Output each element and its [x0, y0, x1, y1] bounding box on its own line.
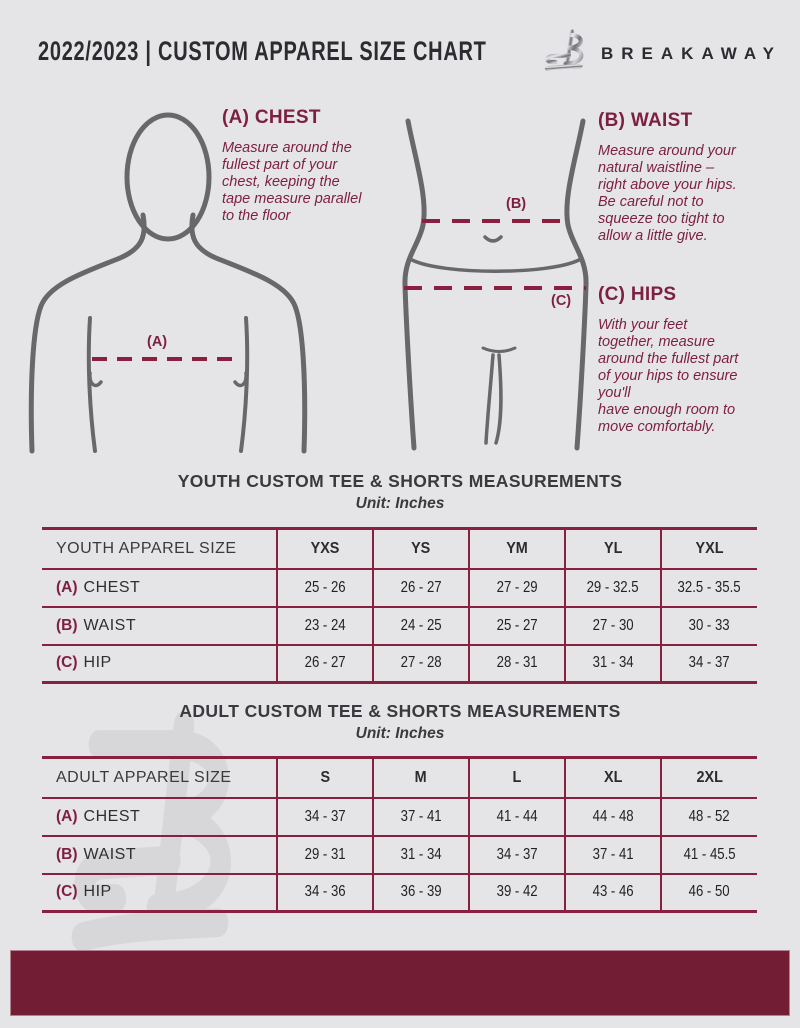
- hips-guide: (C) HIPS With your feet together, measur…: [598, 284, 798, 436]
- table-row-chest: (A) CHEST 34 - 37 37 - 41 41 - 44 44 - 48…: [42, 797, 757, 837]
- table-cell: 43 - 46: [564, 873, 661, 912]
- footer-bar: [10, 950, 790, 1016]
- breakaway-b-logo-icon: [544, 29, 584, 71]
- size-header-yl: YL: [564, 528, 661, 570]
- table-cell: 32.5 - 35.5: [660, 568, 757, 608]
- table-cell: 36 - 39: [372, 873, 469, 912]
- hips-marker-label: (C): [551, 293, 572, 309]
- size-header-l: L: [468, 757, 565, 799]
- waist-guide-body: Measure around your natural waistline – …: [598, 143, 737, 244]
- table-cell: 29 - 31: [276, 835, 373, 875]
- table-cell: 34 - 37: [276, 797, 373, 837]
- chest-guide: (A) CHEST Measure around the fullest par…: [222, 107, 412, 225]
- size-header-m: M: [372, 757, 469, 799]
- waist-guide-heading: (B) WAIST: [598, 110, 693, 131]
- hips-measure-line: [404, 286, 586, 290]
- table-cell: 25 - 26: [276, 568, 373, 608]
- youth-unit-label: Unit: Inches: [355, 495, 445, 512]
- adult-size-column-header: ADULT APPAREL SIZE: [42, 757, 277, 799]
- size-header-ym: YM: [468, 528, 565, 570]
- hips-guide-body: With your feet together, measure around …: [598, 317, 739, 435]
- size-header-xl: XL: [564, 757, 661, 799]
- table-cell: 28 - 31: [468, 644, 565, 683]
- table-cell: 27 - 28: [372, 644, 469, 683]
- page-title-text: 2022/2023 | CUSTOM APPAREL SIZE CHART: [38, 36, 487, 66]
- chest-guide-heading: (A) CHEST: [222, 107, 321, 128]
- chest-marker-label: (A): [147, 334, 168, 350]
- row-label: (A) CHEST: [42, 797, 277, 837]
- size-header-yxs: YXS: [276, 528, 373, 570]
- table-cell: 44 - 48: [564, 797, 661, 837]
- table-cell: 27 - 30: [564, 606, 661, 646]
- youth-header-row: YOUTH APPAREL SIZE YXS YS YM YL YXL: [42, 528, 757, 570]
- size-header-yxl: YXL: [660, 528, 757, 570]
- adult-table-title: ADULT CUSTOM TEE & SHORTS MEASUREMENTS: [179, 701, 621, 721]
- table-cell: 37 - 41: [564, 835, 661, 875]
- size-header-2xl: 2XL: [660, 757, 757, 799]
- youth-table-title: YOUTH CUSTOM TEE & SHORTS MEASUREMENTS: [177, 471, 623, 491]
- table-row-chest: (A) CHEST 25 - 26 26 - 27 27 - 29 29 - 32…: [42, 568, 757, 608]
- table-cell: 37 - 41: [372, 797, 469, 837]
- youth-size-column-header: YOUTH APPAREL SIZE: [42, 528, 277, 570]
- row-label: (B) WAIST: [42, 606, 277, 646]
- table-cell: 39 - 42: [468, 873, 565, 912]
- row-label: (B) WAIST: [42, 835, 277, 875]
- row-label: (C) HIP: [56, 654, 112, 672]
- size-header-s: S: [276, 757, 373, 799]
- table-cell: 48 - 52: [660, 797, 757, 837]
- table-row-waist: (B) WAIST 29 - 31 31 - 34 34 - 37 37 - 41…: [42, 835, 757, 875]
- table-cell: 26 - 27: [276, 644, 373, 683]
- waist-marker-label: (B): [506, 196, 527, 212]
- adult-unit-label: Unit: Inches: [355, 725, 445, 742]
- page-title: 2022/2023 | CUSTOM APPAREL SIZE CHART: [38, 36, 644, 67]
- table-cell: 31 - 34: [372, 835, 469, 875]
- brand-name: BREAKAWAY: [601, 44, 782, 63]
- youth-size-table: YOUTH APPAREL SIZE YXS YS YM YL YXL (A) C…: [42, 527, 757, 684]
- table-cell: 34 - 37: [468, 835, 565, 875]
- adult-size-table: ADULT APPAREL SIZE S M L XL 2XL (A) CHEST…: [42, 756, 757, 913]
- waist-guide: (B) WAIST Measure around your natural wa…: [598, 110, 793, 245]
- table-cell: 26 - 27: [372, 568, 469, 608]
- table-row-waist: (B) WAIST 23 - 24 24 - 25 25 - 27 27 - 30…: [42, 606, 757, 646]
- size-header-ys: YS: [372, 528, 469, 570]
- table-cell: 41 - 45.5: [660, 835, 757, 875]
- table-cell: 31 - 34: [564, 644, 661, 683]
- lower-body-figure: [402, 118, 589, 451]
- table-cell: 29 - 32.5: [564, 568, 661, 608]
- table-cell: 30 - 33: [660, 606, 757, 646]
- chest-measure-line: [92, 357, 239, 361]
- table-cell: 41 - 44: [468, 797, 565, 837]
- row-label: (C) HIP: [56, 883, 112, 901]
- chest-guide-body: Measure around the fullest part of your …: [222, 140, 362, 224]
- table-cell: 34 - 37: [660, 644, 757, 683]
- table-cell: 23 - 24: [276, 606, 373, 646]
- table-cell: 25 - 27: [468, 606, 565, 646]
- torso-figure: [28, 112, 308, 454]
- table-cell: 24 - 25: [372, 606, 469, 646]
- row-label: (A) CHEST: [42, 568, 277, 608]
- table-row-hip: (C) HIP 34 - 36 36 - 39 39 - 42 43 - 46 4…: [42, 873, 757, 912]
- table-cell: 46 - 50: [660, 873, 757, 912]
- waist-measure-line: [422, 219, 568, 223]
- table-cell: 34 - 36: [276, 873, 373, 912]
- table-row-hip: (C) HIP 26 - 27 27 - 28 28 - 31 31 - 34 3…: [42, 644, 757, 683]
- table-cell: 27 - 29: [468, 568, 565, 608]
- adult-header-row: ADULT APPAREL SIZE S M L XL 2XL: [42, 757, 757, 799]
- hips-guide-heading: (C) HIPS: [598, 284, 677, 305]
